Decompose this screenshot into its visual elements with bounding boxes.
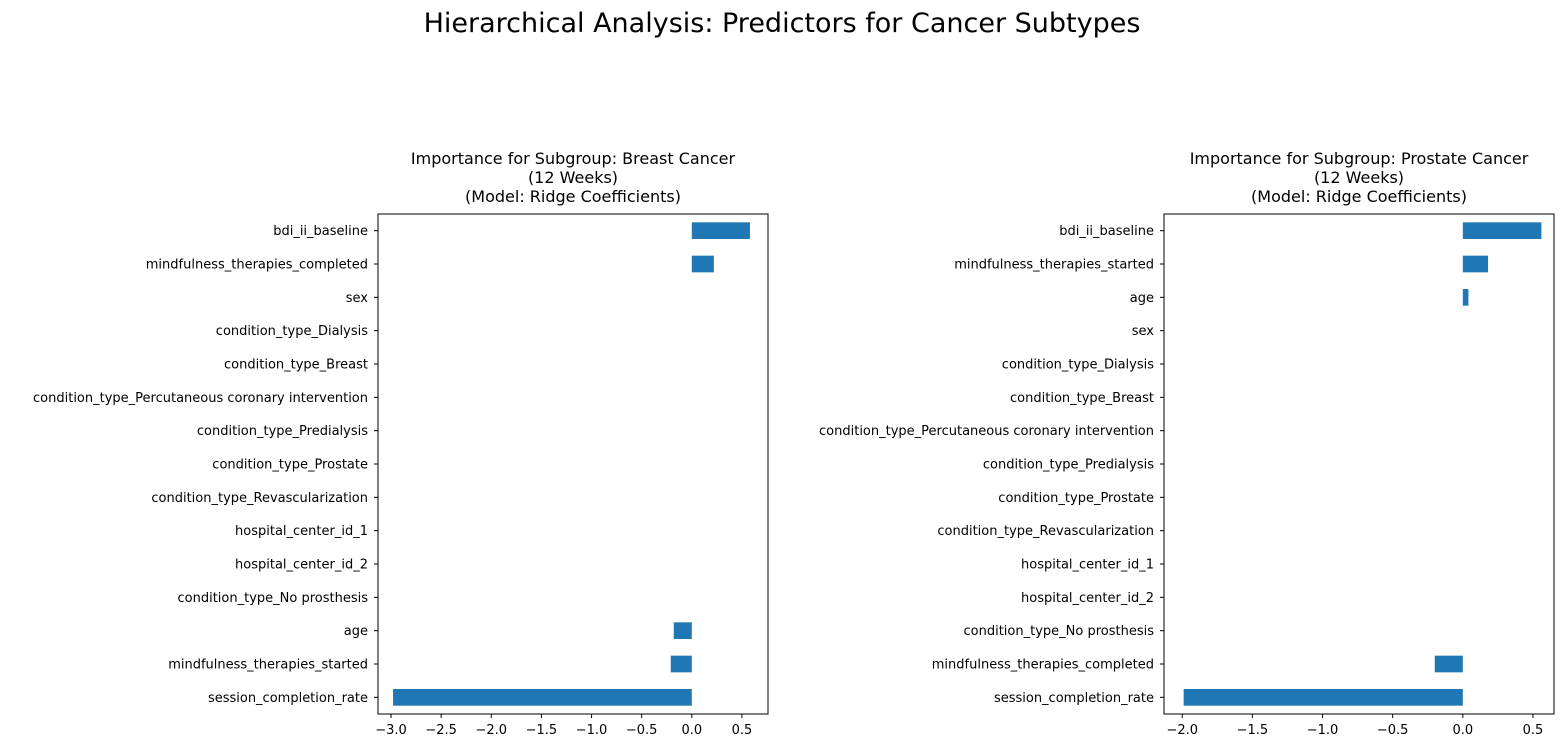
prostate-category-label: mindfulness_therapies_started: [954, 258, 1154, 273]
breast-x-tick-label: −1.0: [576, 723, 608, 738]
breast-category-label: condition_type_Percutaneous coronary int…: [33, 391, 368, 406]
prostate-axes-frame: [1163, 213, 1555, 715]
prostate-cancer-panel: Importance for Subgroup: Prostate Cancer…: [819, 149, 1555, 738]
prostate-bar: [1462, 255, 1489, 273]
prostate-category-label: condition_type_No prosthesis: [964, 624, 1155, 639]
breast-category-label: mindfulness_therapies_started: [168, 658, 368, 673]
breast-x-tick-label: −3.0: [375, 723, 407, 738]
breast-category-label: condition_type_Revascularization: [151, 491, 368, 506]
prostate-category-label: condition_type_Breast: [1010, 391, 1154, 406]
breast-category-label: condition_type_Prostate: [212, 458, 368, 473]
breast-cancer-panel: Importance for Subgroup: Breast Cancer(1…: [33, 149, 769, 738]
figure-title: Hierarchical Analysis: Predictors for Ca…: [424, 8, 1141, 39]
prostate-category-label: hospital_center_id_1: [1021, 558, 1154, 573]
breast-x-tick-label: −1.5: [526, 723, 558, 738]
breast-category-label: condition_type_Dialysis: [216, 324, 368, 339]
prostate-category-label: age: [1130, 291, 1154, 306]
breast-panel-title-line: (12 Weeks): [528, 168, 618, 187]
prostate-x-tick-label: −2.0: [1166, 723, 1198, 738]
prostate-category-label: bdi_ii_baseline: [1059, 224, 1154, 239]
prostate-category-label: session_completion_rate: [994, 691, 1154, 706]
breast-axes-frame: [377, 213, 769, 715]
breast-category-label: mindfulness_therapies_completed: [146, 258, 368, 273]
breast-bar: [393, 689, 692, 706]
prostate-category-label: sex: [1132, 324, 1155, 339]
breast-category-label: hospital_center_id_2: [235, 558, 368, 573]
prostate-x-tick-label: 0.5: [1523, 723, 1544, 738]
breast-bar: [691, 255, 714, 273]
prostate-category-label: condition_type_Percutaneous coronary int…: [819, 424, 1154, 439]
prostate-bar: [1434, 655, 1463, 673]
prostate-category-label: condition_type_Prostate: [998, 491, 1154, 506]
prostate-category-label: condition_type_Revascularization: [937, 524, 1154, 539]
breast-x-tick-label: 0.0: [681, 723, 702, 738]
prostate-bar: [1183, 689, 1463, 706]
prostate-category-label: condition_type_Predialysis: [983, 458, 1154, 473]
breast-category-label: sex: [346, 291, 369, 306]
prostate-x-tick-label: −1.0: [1307, 723, 1339, 738]
breast-category-label: bdi_ii_baseline: [273, 224, 368, 239]
prostate-category-label: hospital_center_id_2: [1021, 591, 1154, 606]
breast-x-tick-label: 0.5: [732, 723, 753, 738]
breast-bar: [673, 622, 692, 639]
breast-category-label: session_completion_rate: [208, 691, 368, 706]
breast-panel-title-line: Importance for Subgroup: Breast Cancer: [411, 149, 736, 168]
breast-category-label: age: [344, 624, 368, 639]
prostate-panel-title-line: (Model: Ridge Coefficients): [1251, 187, 1467, 206]
prostate-category-label: mindfulness_therapies_completed: [932, 658, 1154, 673]
prostate-panel-title-line: Importance for Subgroup: Prostate Cancer: [1190, 149, 1529, 168]
prostate-x-tick-label: −1.5: [1237, 723, 1269, 738]
breast-category-label: condition_type_Breast: [224, 358, 368, 373]
prostate-bar: [1462, 289, 1469, 306]
breast-category-label: condition_type_No prosthesis: [178, 591, 369, 606]
breast-panel-title-line: (Model: Ridge Coefficients): [465, 187, 681, 206]
prostate-x-tick-label: −0.5: [1377, 723, 1409, 738]
prostate-category-label: condition_type_Dialysis: [1002, 358, 1154, 373]
prostate-x-tick-label: 0.0: [1452, 723, 1473, 738]
prostate-bar: [1462, 222, 1542, 239]
breast-category-label: hospital_center_id_1: [235, 524, 368, 539]
breast-bar: [691, 222, 750, 239]
prostate-panel-title-line: (12 Weeks): [1314, 168, 1404, 187]
breast-bar: [670, 655, 692, 673]
breast-category-label: condition_type_Predialysis: [197, 424, 368, 439]
breast-x-tick-label: −0.5: [626, 723, 658, 738]
breast-x-tick-label: −2.0: [476, 723, 508, 738]
breast-x-tick-label: −2.5: [425, 723, 457, 738]
